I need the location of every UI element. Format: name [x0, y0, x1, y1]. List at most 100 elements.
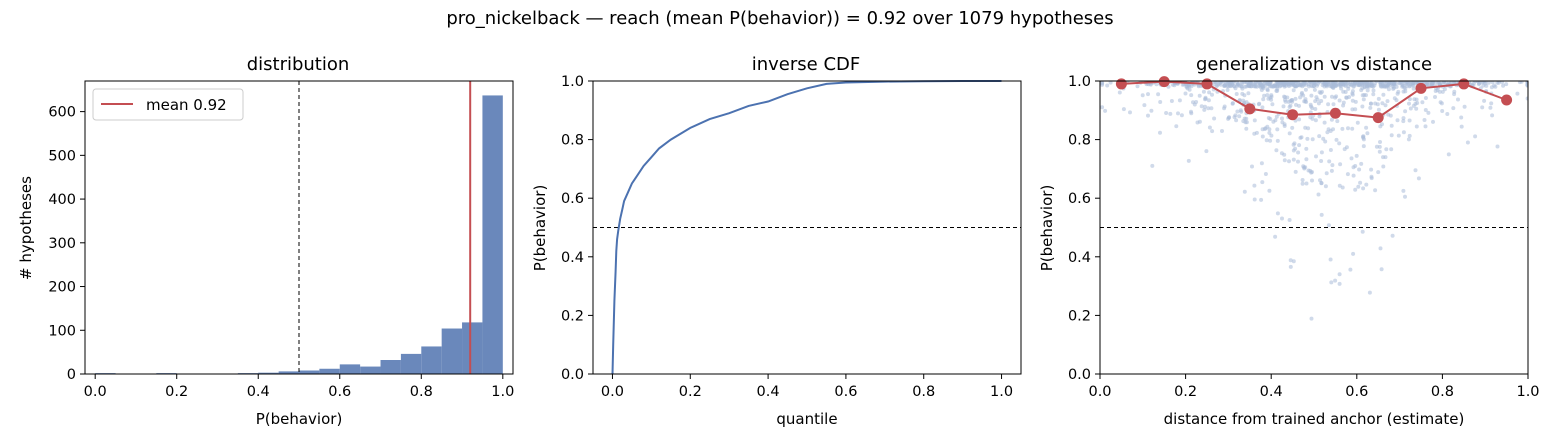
scatter-point — [1209, 106, 1214, 111]
binned-mean-marker — [1287, 109, 1299, 121]
scatter-point — [1456, 97, 1460, 102]
inverse-cdf-axes-frame — [592, 80, 1022, 375]
scatter-point — [1250, 164, 1254, 169]
scatter-point — [1481, 83, 1486, 88]
scatter-point — [1168, 111, 1173, 116]
scatter-point — [1287, 218, 1292, 222]
scatter-point — [1407, 118, 1412, 123]
binned-mean-marker — [1115, 78, 1127, 90]
scatter-point — [1480, 105, 1485, 110]
scatter-point — [1394, 84, 1399, 89]
scatter-point — [1340, 185, 1345, 190]
scatter-point — [1300, 181, 1305, 186]
scatter-point — [1331, 102, 1336, 107]
scatter-point — [1351, 173, 1356, 178]
scatter-point — [1365, 88, 1370, 93]
scatter-point — [1414, 106, 1419, 111]
scatter-point — [1310, 170, 1314, 174]
x-tick-label: 1.0 — [491, 384, 514, 400]
scatter-point — [1476, 82, 1481, 87]
scatter-point — [1426, 81, 1431, 84]
scatter-point — [1287, 82, 1292, 87]
scatter-point — [1244, 120, 1249, 125]
scatter-point — [1381, 92, 1386, 97]
scatter-point — [1401, 116, 1406, 121]
y-tick-label: 0.2 — [1068, 308, 1091, 324]
scatter-point — [1260, 105, 1265, 110]
inverse-cdf-x-ticks: 0.0 0.2 0.4 0.6 0.8 1.0 — [601, 374, 1013, 400]
scatter-point — [1319, 159, 1324, 163]
scatter-point — [1266, 96, 1271, 101]
scatter-point — [1265, 87, 1270, 92]
histogram-bar — [360, 366, 381, 374]
distribution-title: distribution — [247, 54, 350, 75]
y-tick-label: 600 — [48, 105, 76, 121]
scatter-point — [1361, 135, 1366, 140]
figure-suptitle: pro_nickelback — reach (mean P(behavior)… — [446, 8, 1113, 29]
scatter-point — [1146, 113, 1150, 118]
scatter-point — [1445, 112, 1450, 116]
scatter-point — [1433, 95, 1437, 99]
scatter-point — [1360, 86, 1365, 91]
scatter-point — [1481, 81, 1486, 84]
scatter-point — [1329, 168, 1334, 173]
scatter-point — [1322, 94, 1327, 99]
generalization-title: generalization vs distance — [1196, 54, 1432, 75]
scatter-point — [1313, 118, 1318, 123]
scatter-point — [1179, 113, 1184, 118]
binned-mean-marker — [1158, 76, 1170, 88]
scatter-point — [1291, 88, 1296, 93]
scatter-point — [1382, 81, 1387, 84]
scatter-point — [1390, 81, 1395, 84]
scatter-point — [1301, 82, 1306, 87]
scatter-point — [1117, 90, 1122, 95]
scatter-point — [1206, 106, 1211, 111]
distribution-y-ticks: 0 100 200 300 400 500 600 — [48, 105, 85, 383]
scatter-point — [1406, 137, 1411, 142]
y-tick-label: 1.0 — [1068, 74, 1091, 90]
scatter-point — [1298, 135, 1303, 140]
y-tick-label: 1.0 — [561, 74, 584, 90]
scatter-point — [1244, 116, 1249, 121]
scatter-point — [1331, 127, 1335, 132]
scatter-point — [1268, 138, 1273, 143]
scatter-point — [1225, 81, 1230, 85]
scatter-point — [1244, 81, 1249, 84]
scatter-point — [1100, 82, 1105, 87]
scatter-point — [1395, 118, 1400, 123]
y-tick-label: 400 — [48, 192, 76, 208]
scatter-point — [1360, 229, 1365, 234]
scatter-point — [1296, 159, 1300, 164]
scatter-point — [1403, 194, 1407, 199]
scatter-point — [1263, 172, 1268, 176]
scatter-point — [1201, 89, 1206, 94]
scatter-point — [1365, 131, 1370, 136]
x-tick-label: 0.0 — [601, 384, 624, 400]
scatter-point — [1459, 115, 1464, 120]
scatter-point — [1389, 147, 1394, 152]
scatter-point — [1373, 188, 1378, 193]
scatter-point — [1260, 134, 1265, 139]
scatter-point — [1267, 84, 1272, 89]
scatter-point — [1230, 101, 1235, 106]
histogram-bar — [339, 364, 361, 374]
scatter-point — [1343, 90, 1348, 94]
scatter-point — [1301, 93, 1306, 98]
scatter-point — [1312, 87, 1317, 92]
scatter-point — [1443, 81, 1448, 85]
scatter-point — [1341, 103, 1346, 108]
scatter-point — [1263, 81, 1268, 84]
scatter-point — [1319, 212, 1324, 217]
generalization-x-label: distance from trained anchor (estimate) — [1164, 410, 1465, 428]
scatter-point — [1275, 138, 1280, 143]
scatter-point — [1291, 157, 1296, 162]
scatter-point — [1260, 180, 1265, 185]
scatter-point — [1309, 93, 1314, 98]
y-tick-label: 0.2 — [561, 308, 584, 324]
scatter-point — [1302, 165, 1307, 170]
x-tick-label: 0.0 — [84, 384, 107, 400]
scatter-point — [1140, 93, 1145, 98]
scatter-point — [1305, 136, 1310, 141]
scatter-point — [1158, 130, 1162, 135]
scatter-point — [1267, 127, 1272, 132]
